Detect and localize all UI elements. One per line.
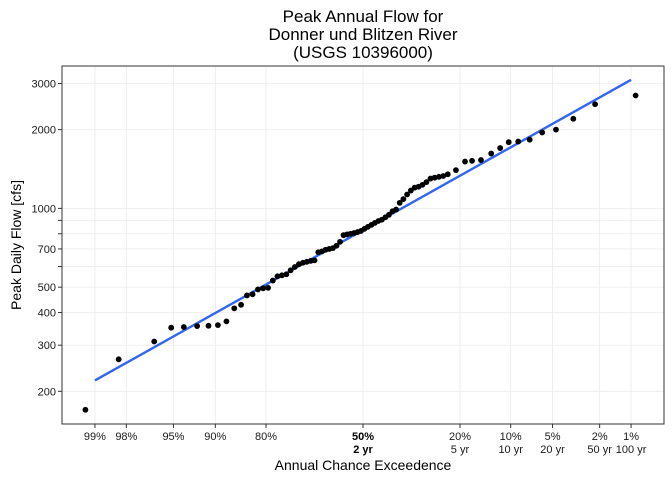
- data-point: [526, 136, 533, 143]
- data-point: [255, 286, 261, 293]
- data-point: [515, 138, 522, 145]
- x-tick-sublabel: 10 yr: [498, 444, 523, 456]
- data-point: [423, 179, 430, 186]
- x-tick-label: 50%: [352, 431, 374, 443]
- x-tick-label: 10%: [500, 431, 522, 443]
- data-point: [168, 324, 175, 331]
- data-point: [265, 284, 271, 291]
- y-tick-label: 3000: [32, 79, 56, 91]
- chart-title-line-1: Peak Annual Flow for: [283, 7, 444, 26]
- data-point: [462, 158, 468, 165]
- data-point: [180, 324, 187, 330]
- data-point: [400, 196, 407, 203]
- data-point: [244, 292, 250, 299]
- data-point: [497, 145, 504, 151]
- x-tick-sublabel: 20 yr: [540, 444, 565, 456]
- data-point: [396, 199, 403, 206]
- x-tick-label: 95%: [162, 431, 184, 443]
- x-tick-label: 99%: [84, 431, 106, 443]
- data-point: [333, 242, 340, 249]
- x-tick-label: 1%: [623, 431, 639, 443]
- x-tick-sublabel: 2 yr: [353, 444, 373, 456]
- data-point: [249, 291, 256, 298]
- chart-title-line-2: Donner und Blitzen River: [269, 25, 458, 44]
- x-tick-sublabel: 50 yr: [587, 444, 612, 456]
- y-axis: 200 300 400 500 700 1000 2000 3000: [32, 79, 62, 398]
- data-point: [570, 115, 577, 122]
- data-point: [478, 157, 484, 163]
- data-point: [404, 191, 410, 198]
- x-tick-sublabel: 100 yr: [616, 444, 647, 456]
- data-point: [539, 129, 546, 136]
- data-point: [260, 285, 267, 292]
- data-point: [115, 356, 122, 363]
- data-point: [436, 173, 442, 180]
- data-point: [386, 211, 392, 218]
- data-point: [505, 139, 512, 146]
- data-point: [440, 173, 447, 179]
- data-point: [82, 406, 89, 413]
- data-point: [592, 101, 598, 108]
- data-point: [151, 338, 158, 345]
- x-tick-label: 20%: [449, 431, 471, 443]
- data-point: [274, 273, 281, 280]
- data-point: [291, 264, 298, 270]
- y-tick-label: 400: [38, 308, 56, 320]
- data-point: [223, 318, 230, 325]
- data-point: [231, 305, 238, 312]
- x-tick-label: 80%: [255, 431, 277, 443]
- x-tick-label: 2%: [592, 431, 608, 443]
- x-axis-title: Annual Chance Exceedence: [275, 457, 452, 473]
- data-point: [215, 322, 221, 329]
- data-point: [469, 157, 475, 164]
- y-tick-label: 1000: [32, 203, 56, 215]
- data-point: [393, 206, 399, 213]
- data-point: [311, 257, 318, 264]
- data-point: [444, 171, 451, 178]
- y-axis-title: Peak Daily Flow [cfs]: [8, 180, 24, 310]
- data-point: [205, 322, 212, 329]
- data-point: [337, 238, 343, 245]
- x-tick-label: 5%: [545, 431, 561, 443]
- data-point: [238, 301, 244, 308]
- data-point: [269, 277, 276, 284]
- x-tick-label: 90%: [204, 431, 226, 443]
- y-tick-label: 200: [38, 386, 56, 398]
- data-point: [279, 272, 285, 279]
- y-tick-label: 700: [38, 244, 56, 256]
- x-tick-sublabel: 5 yr: [451, 444, 470, 456]
- data-point: [488, 150, 495, 157]
- y-tick-label: 500: [38, 282, 56, 294]
- data-point: [632, 92, 639, 99]
- points-layer: [82, 92, 639, 413]
- y-tick-label: 2000: [32, 125, 56, 137]
- data-point: [553, 126, 559, 133]
- grid: [62, 66, 664, 424]
- x-tick-label: 98%: [115, 431, 137, 443]
- data-point: [287, 267, 294, 274]
- data-point: [453, 167, 459, 174]
- y-tick-label: 300: [38, 340, 56, 352]
- data-point: [283, 271, 290, 278]
- chart-title-line-3: (USGS 10396000): [293, 43, 433, 62]
- data-point: [194, 323, 201, 329]
